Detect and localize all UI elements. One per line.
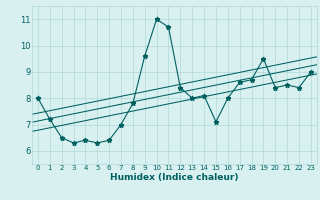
- X-axis label: Humidex (Indice chaleur): Humidex (Indice chaleur): [110, 173, 239, 182]
